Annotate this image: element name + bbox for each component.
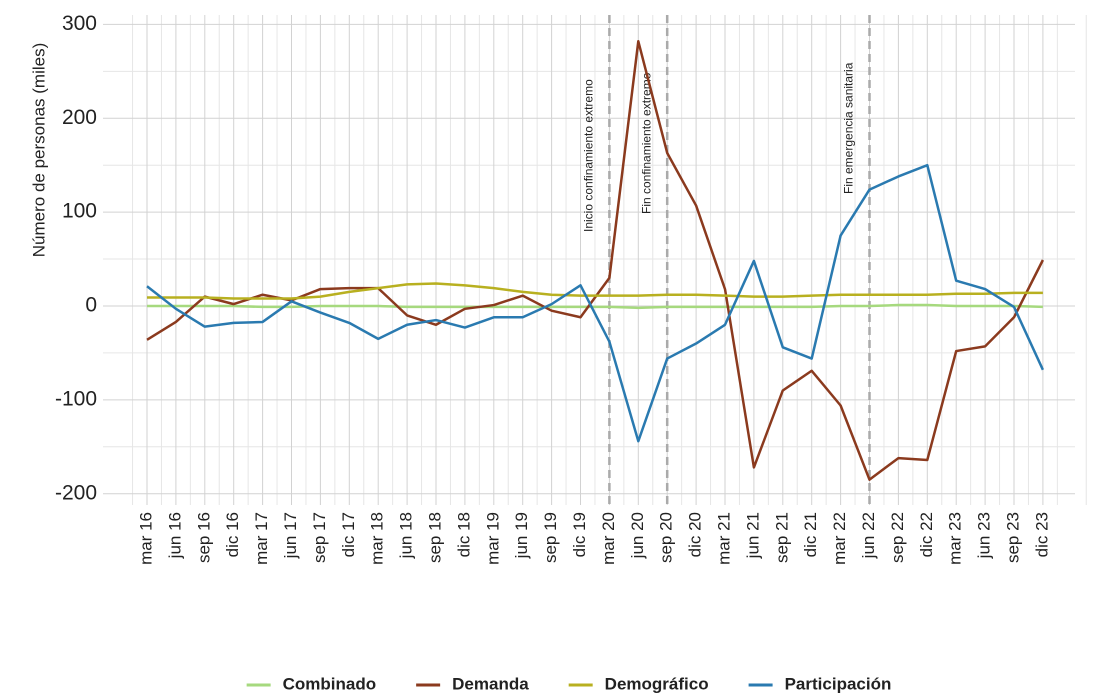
- x-tick-label: sep 19: [541, 512, 560, 563]
- x-tick-label: dic 22: [917, 512, 936, 557]
- annotation-text: Fin confinamiento extremo: [639, 72, 653, 214]
- y-tick-label: -100: [55, 387, 97, 410]
- series-line: [147, 282, 1043, 300]
- annotation-text: Fin emergencia sanitaria: [842, 62, 856, 194]
- x-tick-label: dic 19: [570, 512, 589, 557]
- y-tick-label: 0: [85, 294, 97, 317]
- x-tick-label: sep 23: [1003, 512, 1022, 563]
- x-tick-label: sep 16: [194, 512, 213, 563]
- x-tick-label: mar 19: [483, 512, 502, 565]
- y-tick-label: 200: [62, 106, 97, 129]
- legend-label: Demográfico: [605, 674, 709, 693]
- legend-label: Demanda: [452, 674, 529, 693]
- x-tick-label: mar 22: [830, 512, 849, 565]
- x-tick-label: sep 21: [772, 512, 791, 563]
- x-tick-label: dic 17: [339, 512, 358, 557]
- x-tick-label: dic 21: [801, 512, 820, 557]
- legend-label: Combinado: [283, 674, 377, 693]
- x-tick-label: dic 18: [454, 512, 473, 557]
- x-tick-label: mar 18: [368, 512, 387, 565]
- x-tick-label: dic 20: [686, 512, 705, 557]
- x-tick-label: jun 21: [743, 512, 762, 559]
- legend: Combinado Demanda Demográfico Participación: [246, 674, 892, 693]
- x-tick-label: mar 17: [252, 512, 271, 565]
- x-tick-label: jun 19: [512, 512, 531, 559]
- x-tick-label: mar 21: [714, 512, 733, 565]
- x-tick-label: sep 17: [310, 512, 329, 563]
- y-axis-label: Número de personas (miles): [29, 43, 48, 257]
- x-tick-label: mar 16: [136, 512, 155, 565]
- x-tick-label: mar 20: [599, 512, 618, 565]
- x-tick-label: sep 18: [425, 512, 444, 563]
- x-tick-label: jun 20: [628, 512, 647, 559]
- legend-label: Participación: [785, 674, 892, 693]
- x-tick-label: dic 23: [1032, 512, 1051, 557]
- x-tick-label: mar 23: [946, 512, 965, 565]
- x-tick-label: sep 20: [657, 512, 676, 563]
- y-tick-label: 100: [62, 200, 97, 223]
- y-tick-label: 300: [62, 12, 97, 35]
- x-tick-label: jun 16: [165, 512, 184, 559]
- y-tick-label: -200: [55, 481, 97, 504]
- x-tick-label: jun 18: [397, 512, 416, 559]
- annotation-text: Inicio confinamiento extremo: [582, 79, 596, 232]
- x-tick-label: dic 16: [223, 512, 242, 557]
- x-tick-label: jun 23: [975, 512, 994, 559]
- x-tick-label: sep 22: [888, 512, 907, 563]
- series-line: [147, 303, 1043, 310]
- x-tick-label: jun 17: [281, 512, 300, 559]
- series-line: [146, 163, 1045, 443]
- x-tick-label: jun 22: [859, 512, 878, 559]
